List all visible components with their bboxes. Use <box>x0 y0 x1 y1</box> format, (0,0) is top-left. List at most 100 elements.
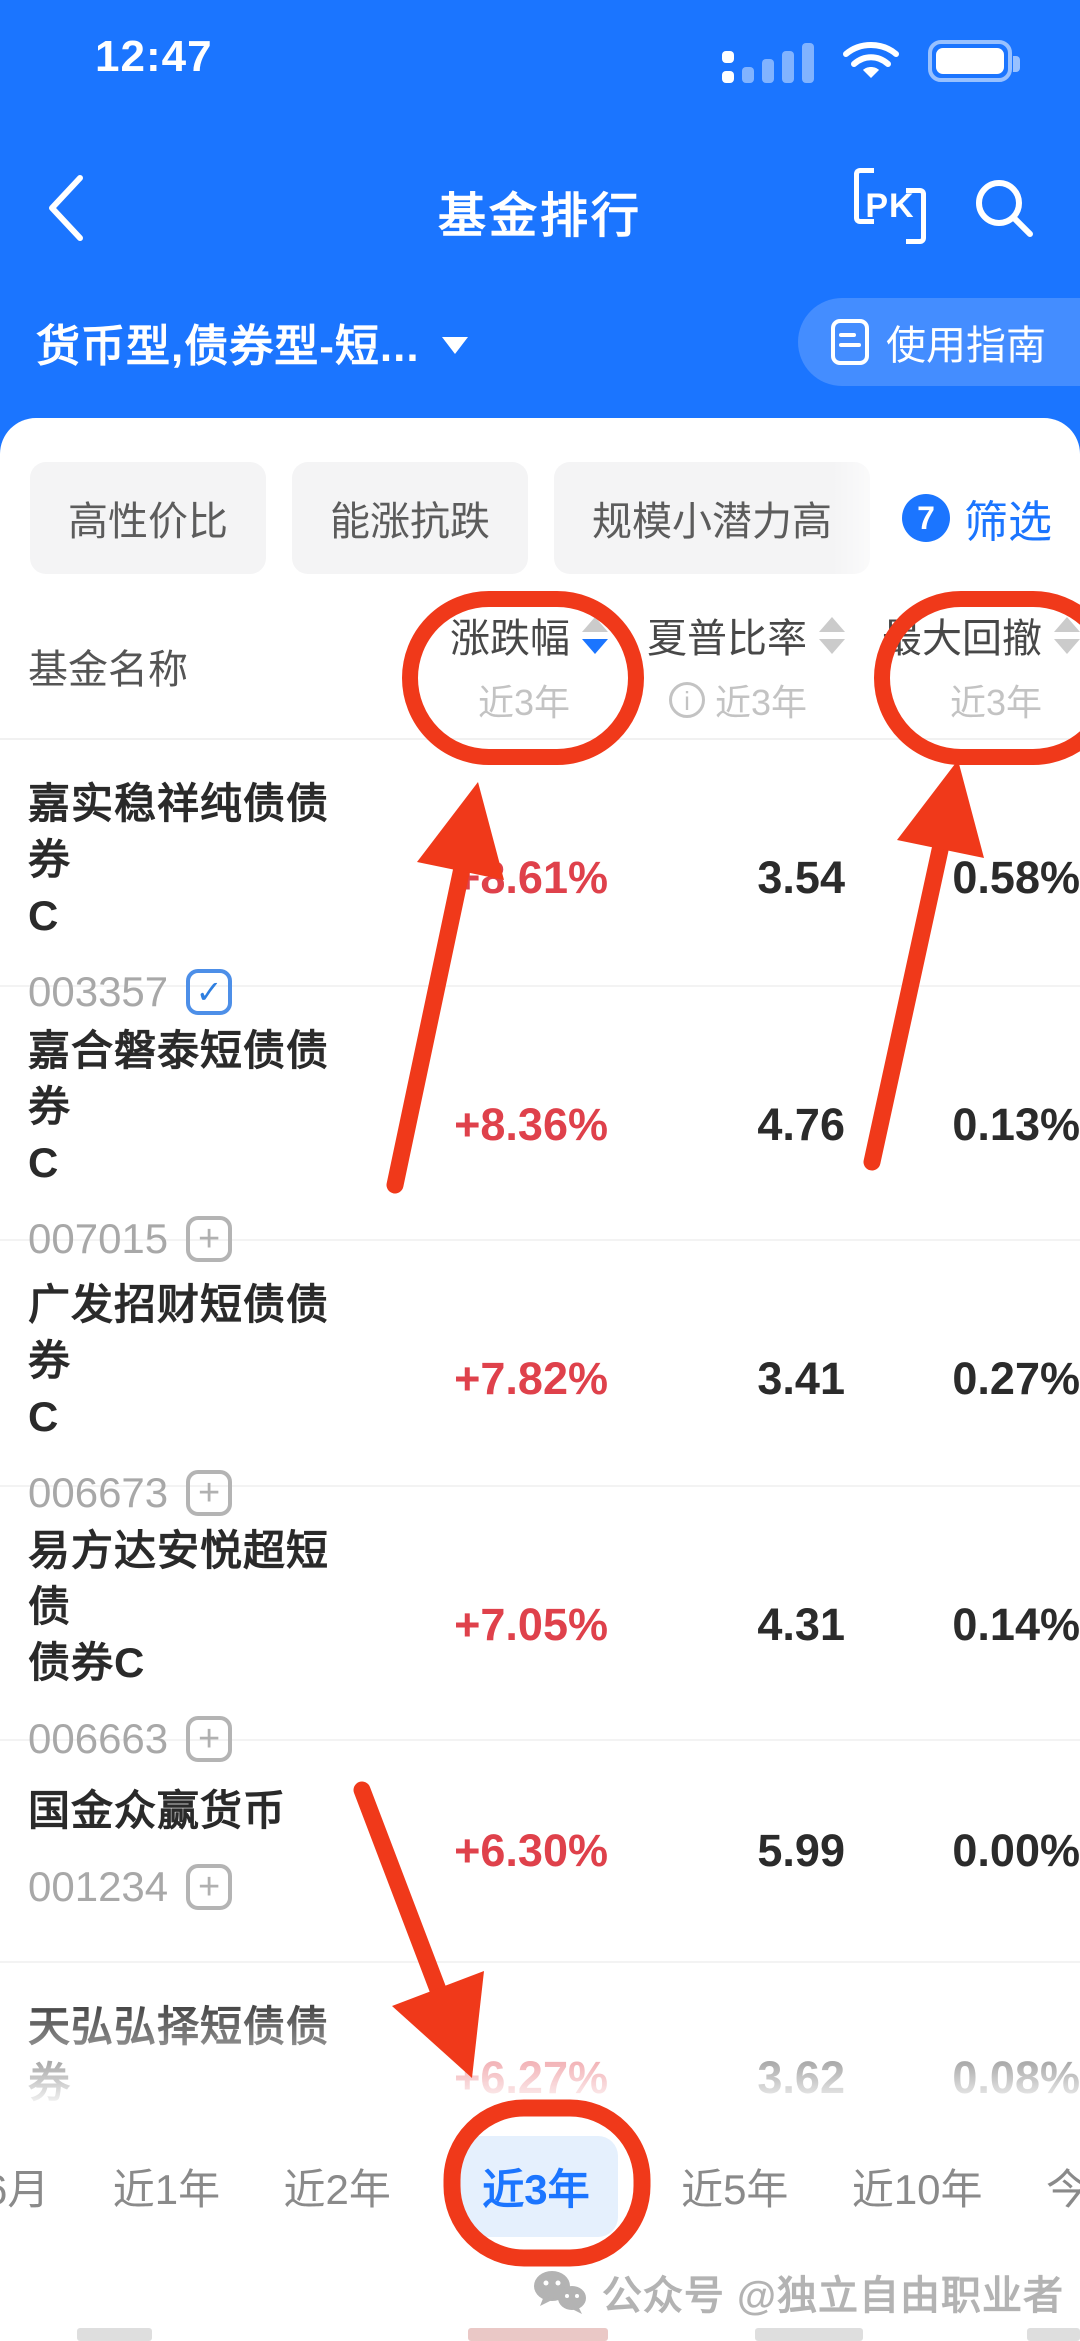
tab-5y[interactable]: 近5年 <box>681 2165 789 2213</box>
pk-label: PK <box>865 187 915 225</box>
drawdown-value: 0.27% <box>952 1353 1080 1404</box>
battery-icon <box>928 40 1020 82</box>
filter-button-label: 筛选 <box>964 498 1052 547</box>
category-filter-row: 货币型,债券型-短... 使用指南 <box>0 298 1080 390</box>
cutoff-row-fragment <box>468 2328 608 2341</box>
table-row[interactable]: 易方达安悦超短债 债券C 006663 + +7.05% 4.31 0.14% <box>0 1487 1080 1762</box>
document-icon <box>831 319 869 365</box>
pk-bracket-left-icon <box>854 168 874 224</box>
sharpe-value: 5.99 <box>757 1825 845 1876</box>
column-header-fund-name: 基金名称 <box>28 648 188 692</box>
add-watchlist-icon[interactable]: + <box>186 1470 233 1516</box>
checkbox-checked-icon[interactable]: ✓ <box>186 969 233 1015</box>
watermark: 公众号 @独立自由职业者 <box>532 2263 1064 2321</box>
column-header-sharpe[interactable]: 夏普比率 i 近3年 <box>608 606 845 726</box>
filter-count-badge: 7 <box>902 494 950 542</box>
period-selector-bar: 6月 近1年 近2年 近3年 近5年 近10年 今 <box>0 2110 1080 2341</box>
search-button[interactable] <box>968 172 1040 244</box>
chip-high-value[interactable]: 高性价比 <box>30 462 266 574</box>
fund-name: 嘉合磐泰短债债券 <box>28 1027 330 1130</box>
drawdown-value: 0.00% <box>952 1825 1080 1876</box>
chevron-down-icon <box>441 336 468 354</box>
signal-icon <box>722 39 814 83</box>
add-watchlist-icon[interactable]: + <box>186 1864 233 1910</box>
tab-1y[interactable]: 近1年 <box>112 2165 221 2213</box>
column-header-change[interactable]: 涨跌幅 近3年 <box>358 606 608 726</box>
drawdown-value: 0.14% <box>952 1599 1080 1650</box>
page-title: 基金排行 <box>437 190 642 243</box>
sort-icon <box>819 616 845 654</box>
category-dropdown-label: 货币型,债券型-短... <box>36 322 420 371</box>
nav-bar: 基金排行 PK <box>0 168 1080 248</box>
cutoff-row-fragment <box>77 2328 152 2341</box>
fund-name: 嘉实稳祥纯债债券 <box>28 780 330 883</box>
watermark-text: 公众号 @独立自由职业者 <box>601 2274 1064 2318</box>
table-row[interactable]: 国金众赢货币 001234 + +6.30% 5.99 0.00% <box>0 1741 1080 1963</box>
column-title: 涨跌幅 <box>450 617 570 661</box>
column-header-drawdown[interactable]: 最大回撤 近3年 <box>845 606 1080 726</box>
pk-compare-button[interactable]: PK <box>852 168 932 248</box>
status-icons <box>722 38 1020 84</box>
column-title: 夏普比率 <box>647 617 807 661</box>
blue-header: 12:47 <box>0 0 1080 470</box>
change-value: +6.30% <box>454 1825 608 1876</box>
wifi-icon <box>843 42 899 78</box>
cutoff-row-fragment <box>1027 2328 1080 2341</box>
tab-ytd[interactable]: 今 <box>1045 2165 1080 2213</box>
fund-name-cell: 嘉实稳祥纯债债券 C 003357 ✓ <box>28 740 358 1016</box>
table-header: 基金名称 涨跌幅 近3年 夏普比率 i 近3年 <box>0 594 1080 740</box>
search-icon <box>976 180 1033 237</box>
column-period: 近3年 <box>714 682 807 723</box>
status-time: 12:47 <box>95 32 213 81</box>
tab-6m[interactable]: 6月 <box>0 2165 50 2213</box>
fund-name-cell: 广发招财短债债券 C 006673 + <box>28 1241 358 1517</box>
chip-small-scale[interactable]: 规模小潜力高 <box>554 462 870 574</box>
tab-2y[interactable]: 近2年 <box>283 2165 391 2213</box>
period-tabs: 6月 近1年 近2年 近3年 近5年 近10年 今 <box>0 2128 1080 2244</box>
back-button[interactable] <box>38 170 102 246</box>
fund-code: 001234 <box>28 1863 169 1910</box>
pk-bracket-right-icon <box>906 188 926 244</box>
column-period: 近3年 <box>949 682 1042 723</box>
fund-code: 007015 <box>28 1215 169 1262</box>
table-row[interactable]: 嘉合磐泰短债债券 C 007015 + +8.36% 4.76 0.13% <box>0 987 1080 1262</box>
sort-icon <box>582 616 608 654</box>
fund-code: 006663 <box>28 1715 169 1762</box>
fund-list: 嘉实稳祥纯债债券 C 003357 ✓ +8.61% 3.54 0.58% 嘉合… <box>0 740 1080 2193</box>
info-icon[interactable]: i <box>668 682 705 718</box>
sharpe-value: 3.54 <box>757 852 845 903</box>
column-period: 近3年 <box>477 682 570 723</box>
fund-name-cell: 嘉合磐泰短债债券 C 007015 + <box>28 987 358 1263</box>
fund-name: 国金众赢货币 <box>28 1787 287 1834</box>
category-dropdown[interactable]: 货币型,债券型-短... <box>36 310 468 374</box>
chip-label: 规模小潜力高 <box>592 500 832 544</box>
change-value: +7.05% <box>454 1599 608 1650</box>
change-value: +8.36% <box>454 1099 608 1150</box>
bottom-fade <box>0 1990 1080 2110</box>
drawdown-value: 0.58% <box>952 852 1080 903</box>
tab-3y-active[interactable]: 近3年 <box>454 2135 618 2237</box>
column-title: 最大回撤 <box>882 617 1042 661</box>
usage-guide-button[interactable]: 使用指南 <box>798 298 1080 386</box>
table-row[interactable]: 嘉实稳祥纯债债券 C 003357 ✓ +8.61% 3.54 0.58% <box>0 740 1080 1015</box>
change-value: +7.82% <box>454 1353 608 1404</box>
drawdown-value: 0.13% <box>952 1099 1080 1150</box>
sort-icon <box>1054 616 1080 654</box>
fund-name-cell: 易方达安悦超短债 债券C 006663 + <box>28 1487 358 1763</box>
status-bar: 12:47 <box>0 30 1080 90</box>
add-watchlist-icon[interactable]: + <box>186 1216 233 1262</box>
fund-code: 006673 <box>28 1469 169 1516</box>
filter-button[interactable]: 7 筛选 <box>832 462 1080 574</box>
chip-label: 能涨抗跌 <box>330 500 490 544</box>
sharpe-value: 4.76 <box>757 1099 845 1150</box>
fund-name: 广发招财短债债券 <box>28 1281 330 1384</box>
tab-10y[interactable]: 近10年 <box>851 2165 983 2213</box>
fund-name-cell: 国金众赢货币 001234 + <box>28 1741 358 1961</box>
chip-rise-resist[interactable]: 能涨抗跌 <box>292 462 528 574</box>
fund-code: 003357 <box>28 968 169 1015</box>
table-row[interactable]: 广发招财短债债券 C 006673 + +7.82% 3.41 0.27% <box>0 1241 1080 1516</box>
add-watchlist-icon[interactable]: + <box>186 1716 233 1762</box>
change-value: +8.61% <box>454 852 608 903</box>
sharpe-value: 3.41 <box>757 1353 845 1404</box>
